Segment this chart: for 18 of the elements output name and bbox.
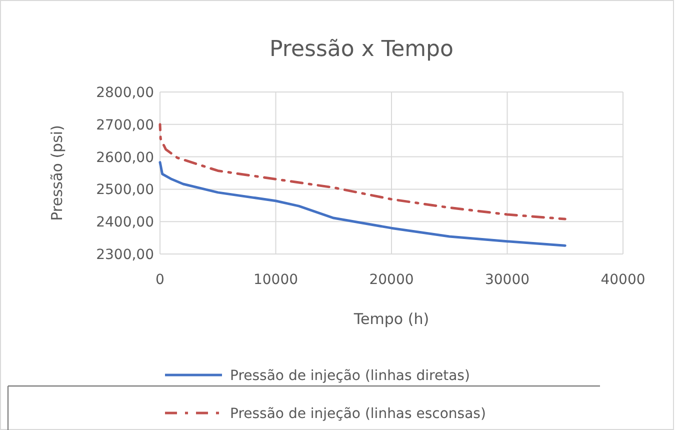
x-tick-label: 0 [156, 272, 164, 288]
y-tick-label: 2500,00 [96, 182, 154, 198]
y-tick-label: 2700,00 [96, 117, 154, 134]
x-tick-label: 10000 [253, 272, 298, 288]
x-tick-label: 20000 [369, 272, 414, 288]
y-tick-label: 2600,00 [96, 150, 154, 166]
x-tick-label: 40000 [600, 272, 646, 288]
x-axis-title: Tempo (h) [352, 310, 430, 328]
y-tick-label: 2300,00 [96, 247, 154, 263]
y-axis-title: Pressão (psi) [48, 125, 66, 221]
line-series [158, 161, 566, 247]
y-tick-label: 2800,00 [96, 85, 154, 101]
legend-label: Pressão de injeção (linhas esconsas) [230, 406, 486, 422]
chart-title: Pressão x Tempo [270, 37, 454, 62]
legend-label: Pressão de injeção (linhas diretas) [230, 368, 470, 384]
line-series [158, 123, 566, 220]
x-tick-label: 30000 [484, 272, 530, 288]
y-tick-label: 2400,00 [96, 214, 154, 231]
